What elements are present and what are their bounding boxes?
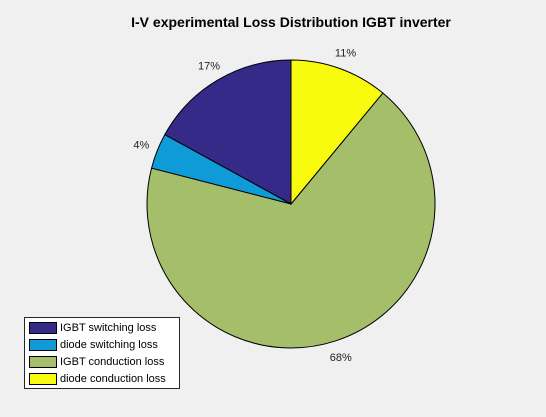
legend: IGBT switching loss diode switching loss… <box>24 317 180 389</box>
legend-swatch-diode-switching <box>29 338 57 351</box>
slice-igbt-switching <box>164 59 292 205</box>
legend-label-diode-conduction: diode conduction loss <box>60 372 166 385</box>
legend-label-diode-switching: diode switching loss <box>60 338 158 351</box>
legend-swatch-igbt-switching <box>29 321 57 334</box>
chart-title: I-V experimental Loss Distribution IGBT … <box>131 14 451 30</box>
pie-slices <box>146 59 436 349</box>
legend-item-igbt-switching: IGBT switching loss <box>25 319 179 336</box>
slice-igbt-conduction <box>146 92 436 349</box>
legend-label-igbt-switching: IGBT switching loss <box>60 321 157 334</box>
pct-label-igbt-switching: 17% <box>198 60 220 72</box>
percent-labels: 17% 4% 68% 11% <box>133 48 356 365</box>
legend-swatch-igbt-conduction <box>29 355 57 368</box>
legend-swatch-diode-conduction <box>29 372 57 385</box>
legend-item-diode-conduction: diode conduction loss <box>25 370 179 387</box>
pct-label-diode-conduction: 11% <box>335 48 356 60</box>
pct-label-igbt-conduction: 68% <box>330 352 352 364</box>
legend-item-igbt-conduction: IGBT conduction loss <box>25 353 179 370</box>
legend-item-diode-switching: diode switching loss <box>25 336 179 353</box>
slice-diode-conduction <box>290 59 384 206</box>
legend-label-igbt-conduction: IGBT conduction loss <box>60 355 165 368</box>
pct-label-diode-switching: 4% <box>133 140 149 152</box>
